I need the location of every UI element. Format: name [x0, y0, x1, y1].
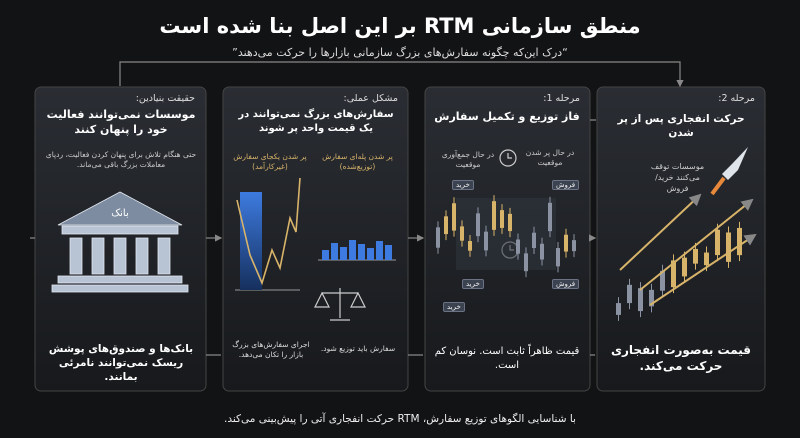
panel-footer: بانک‌ها و صندوق‌های پوشش ریسک نمی‌توانند… — [48, 343, 194, 384]
trend-arrows — [619, 193, 757, 306]
panel-note: حتی هنگام تلاش برای پنهان کردن فعالیت، ر… — [45, 150, 197, 170]
chart-label: پر شدن یکجای سفارش (غیرکارآمد) — [233, 152, 307, 172]
decor — [358, 244, 365, 260]
decor — [726, 232, 731, 262]
bottom-caption: با شناسایی الگوهای توزیع سفارش، RTM حرکت… — [224, 413, 576, 425]
decor — [693, 248, 698, 264]
rocket — [710, 147, 748, 196]
decor — [484, 231, 488, 251]
tag: خرید — [452, 180, 474, 190]
candles — [436, 195, 576, 278]
chart-label: در حال پر شدن موقعیت — [525, 148, 575, 168]
decor — [349, 240, 356, 260]
decor — [468, 241, 472, 251]
decor — [476, 213, 480, 237]
decor — [444, 216, 448, 235]
fill-charts — [235, 177, 396, 321]
panel-footer: قیمت ظاهراً ثابت است. نوسان کم است. — [434, 346, 580, 371]
panel-footer: قیمت به‌صورت انفجاری حرکت می‌کند. — [610, 343, 752, 374]
decor — [500, 210, 504, 228]
decor — [548, 202, 552, 232]
icon-label: بانک — [111, 208, 129, 219]
decor — [627, 284, 632, 304]
decor — [737, 227, 742, 256]
panel-label: مرحله 2: — [718, 93, 755, 104]
decor — [660, 270, 665, 291]
chart-label: پر شدن پله‌ای سفارش (توزیع‌شده) — [322, 152, 393, 172]
decor — [452, 203, 456, 231]
range-box — [456, 198, 556, 270]
decor — [671, 260, 676, 288]
panel-footer: اجرای سفارش‌های بزرگ بازار را تکان می‌ده… — [232, 340, 310, 360]
panel-label: مشکل عملی: — [343, 93, 398, 104]
decor — [715, 229, 720, 256]
decor — [682, 257, 687, 277]
connectors — [30, 61, 684, 356]
decor — [516, 239, 520, 254]
tag: فروش — [552, 279, 580, 289]
candles — [616, 221, 742, 321]
decor — [492, 201, 496, 230]
panel-footer: سفارش باید توزیع شود. — [320, 344, 396, 353]
decor — [367, 248, 374, 260]
decor — [649, 289, 654, 307]
panel-heading: سفارش‌های بزرگ نمی‌توانند در یک قیمت واح… — [238, 109, 394, 134]
tag: خرید — [462, 279, 484, 289]
decor — [564, 234, 568, 252]
decor — [340, 247, 347, 260]
chart-label: در حال جمع‌آوری موقعیت — [441, 150, 495, 170]
decor — [556, 248, 560, 267]
decor — [385, 245, 392, 260]
tag: خرید — [443, 302, 465, 312]
decor — [524, 253, 528, 272]
panel-heading: حرکت انفجاری پس از پر شدن — [617, 113, 745, 140]
panel — [222, 86, 409, 392]
tag: فروش — [552, 180, 580, 190]
subtitle: “درک این‌که چگونه سفارش‌های بزرگ سازمانی… — [232, 46, 568, 59]
panel-label: مرحله 1: — [543, 93, 580, 104]
decor — [638, 288, 643, 312]
decor — [331, 243, 338, 260]
panel-heading: فاز توزیع و تکمیل سفارش — [434, 110, 580, 123]
decor — [322, 250, 329, 260]
panel-note: موسسات توقف می‌کنند خرید/فروش — [650, 162, 705, 193]
decor — [532, 232, 536, 248]
decor — [704, 252, 709, 266]
decor — [572, 240, 576, 252]
decor — [460, 226, 464, 241]
panel-heading: موسسات نمی‌توانند فعالیت خود را پنهان کن… — [46, 108, 196, 136]
decor — [616, 303, 621, 315]
title: منطق سازمانی RTM بر این اصل بنا شده است — [159, 14, 641, 38]
decor — [436, 227, 440, 248]
bank-icon — [51, 191, 189, 293]
decor — [508, 213, 512, 232]
panel-label: حقیقت بنیادین: — [135, 93, 195, 104]
decor — [376, 241, 383, 260]
decor — [540, 243, 544, 260]
